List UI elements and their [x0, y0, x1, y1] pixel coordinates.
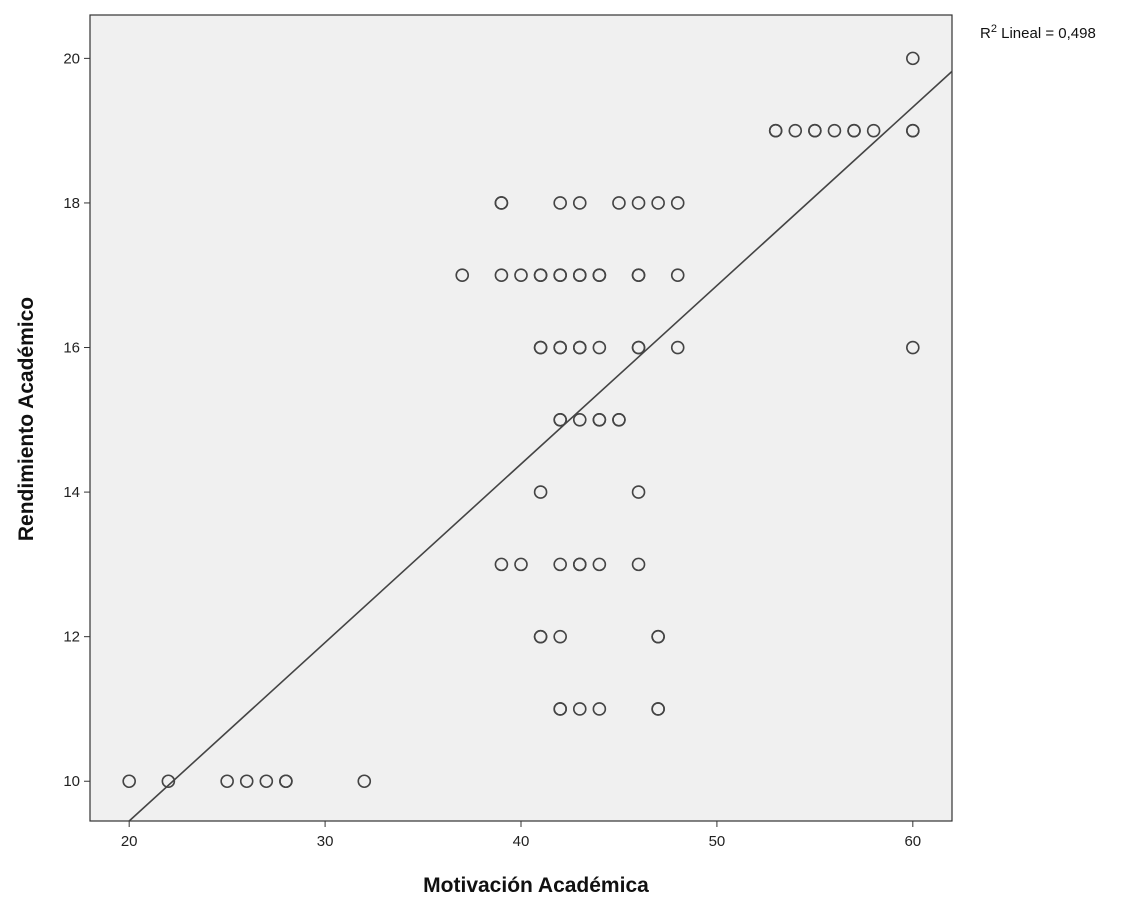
data-point — [572, 702, 587, 716]
data-point — [847, 123, 861, 138]
data-point — [357, 774, 372, 789]
data-point — [533, 485, 548, 499]
y-tick-label: 10 — [63, 773, 80, 790]
x-tick-label: 30 — [317, 833, 334, 850]
data-point — [455, 268, 470, 283]
data-point — [572, 340, 587, 355]
x-tick-label: 20 — [121, 833, 138, 850]
data-point — [866, 123, 881, 138]
data-point — [533, 268, 548, 283]
data-point — [612, 413, 626, 427]
data-point — [572, 413, 587, 427]
data-point — [906, 340, 920, 355]
data-point — [768, 123, 783, 138]
x-tick-label: 50 — [709, 833, 726, 850]
data-point — [612, 196, 626, 210]
data-point — [279, 774, 293, 789]
y-tick-label: 12 — [63, 629, 80, 646]
data-point — [533, 340, 548, 355]
regression-line — [128, 70, 953, 822]
data-point — [572, 557, 587, 572]
y-tick-label: 14 — [63, 484, 80, 501]
data-point — [670, 268, 685, 283]
data-point — [494, 268, 509, 283]
data-point — [494, 196, 509, 210]
data-point — [670, 340, 685, 355]
y-tick-label: 16 — [63, 340, 80, 357]
axis-ticks: 20 30 40 50 60 10 12 14 16 18 20 — [63, 50, 921, 850]
r2-annotation: R2 Lineal = 0,498 — [980, 23, 1096, 42]
data-point — [906, 123, 920, 138]
data-point — [553, 340, 567, 355]
data-point — [572, 196, 587, 210]
data-point — [220, 774, 234, 789]
data-point — [494, 557, 509, 572]
data-point — [592, 413, 607, 427]
y-axis-title: Rendimiento Académico — [15, 297, 38, 541]
data-points — [122, 51, 920, 789]
data-point — [553, 268, 567, 283]
data-point — [651, 196, 665, 210]
data-point — [553, 196, 567, 210]
data-point — [631, 340, 646, 355]
data-point — [592, 557, 607, 572]
x-tick-label: 40 — [513, 833, 530, 850]
y-tick-label: 18 — [63, 195, 80, 212]
r2-label-value: Lineal = 0,498 — [997, 25, 1096, 42]
data-point — [592, 702, 607, 716]
r2-label-prefix: R — [980, 25, 991, 42]
data-point — [259, 774, 274, 789]
data-point — [651, 702, 665, 716]
data-point — [906, 51, 920, 66]
data-point — [788, 123, 803, 138]
data-point — [533, 629, 548, 644]
r2-label-superscript: 2 — [991, 23, 997, 35]
data-point — [553, 629, 567, 644]
data-point — [553, 413, 567, 427]
x-axis-title: Motivación Académica — [423, 874, 649, 897]
data-point — [827, 123, 842, 138]
data-point — [651, 629, 665, 644]
data-point — [631, 268, 646, 283]
data-point — [631, 485, 646, 499]
data-point — [592, 268, 607, 283]
y-tick-label: 20 — [63, 50, 80, 67]
data-point — [553, 557, 567, 572]
plot-area — [89, 14, 953, 822]
data-point — [670, 196, 685, 210]
data-point — [553, 702, 567, 716]
data-point — [631, 196, 646, 210]
data-point — [239, 774, 254, 789]
data-point — [631, 557, 646, 572]
data-point — [808, 123, 822, 138]
data-point — [514, 268, 528, 283]
data-point — [122, 774, 136, 789]
data-point — [161, 774, 176, 789]
data-point — [514, 557, 528, 572]
x-tick-label: 60 — [904, 833, 921, 850]
data-point — [572, 268, 587, 283]
data-point — [592, 340, 607, 355]
